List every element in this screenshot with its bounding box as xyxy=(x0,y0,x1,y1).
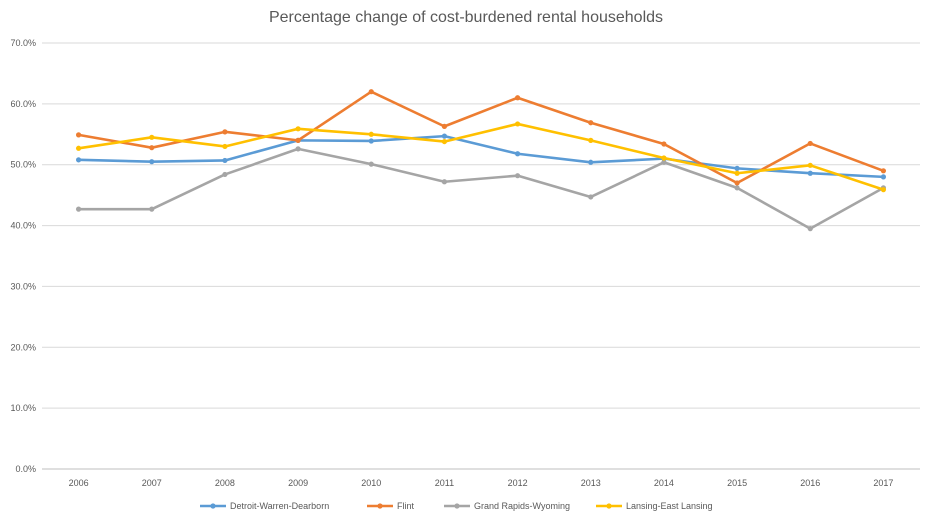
data-point xyxy=(149,206,155,212)
legend-item-grand-rapids-wyoming: Grand Rapids-Wyoming xyxy=(444,501,570,511)
data-point xyxy=(588,120,594,126)
legend-marker xyxy=(210,503,216,509)
x-tick-label: 2008 xyxy=(215,478,235,488)
legend-label: Lansing-East Lansing xyxy=(626,501,713,511)
data-point xyxy=(295,126,301,132)
x-tick-label: 2012 xyxy=(508,478,528,488)
data-point xyxy=(295,137,301,143)
data-point xyxy=(514,173,521,179)
data-point xyxy=(368,89,374,95)
legend-marker xyxy=(454,503,460,509)
data-point xyxy=(368,161,374,167)
legend-label: Detroit-Warren-Dearborn xyxy=(230,501,329,511)
y-tick-label: 30.0% xyxy=(10,281,36,291)
legend-marker xyxy=(606,503,612,509)
data-point xyxy=(734,180,740,186)
x-tick-label: 2014 xyxy=(654,478,674,488)
x-tick-label: 2013 xyxy=(581,478,601,488)
x-axis-ticks: 2006 2007 2008 2009 2010 2011 2012 2013 2014 2015… xyxy=(69,478,894,488)
data-point xyxy=(588,137,594,143)
data-point xyxy=(75,157,82,163)
data-point xyxy=(661,159,667,165)
data-point xyxy=(807,226,813,232)
x-tick-label: 2017 xyxy=(873,478,893,488)
data-point xyxy=(441,179,448,185)
legend-marker xyxy=(377,503,383,509)
series-grand-rapids-wyoming xyxy=(75,146,887,232)
series-flint xyxy=(75,89,887,186)
series-line-flint xyxy=(77,90,885,185)
data-point xyxy=(222,129,228,135)
data-point xyxy=(222,157,228,164)
legend-item-flint: Flint xyxy=(367,501,415,511)
x-tick-label: 2011 xyxy=(435,478,454,488)
series-line-detroit-warren-dearborn xyxy=(77,134,885,179)
data-point xyxy=(880,187,887,193)
data-point xyxy=(661,141,667,147)
data-point xyxy=(441,123,448,129)
legend-label: Grand Rapids-Wyoming xyxy=(474,501,570,511)
y-axis-ticks: 0.0% 10.0% 20.0% 30.0% 40.0% 50.0% 60.0% 70.0% xyxy=(10,38,36,474)
series-detroit-warren-dearborn xyxy=(75,133,887,180)
x-tick-label: 2006 xyxy=(69,478,89,488)
data-point xyxy=(222,171,228,178)
legend: Detroit-Warren-Dearborn Flint Grand Rapids… xyxy=(200,501,713,511)
data-point xyxy=(588,194,594,200)
y-tick-label: 40.0% xyxy=(10,221,36,231)
data-point xyxy=(295,146,301,152)
x-tick-label: 2009 xyxy=(288,478,308,488)
data-point xyxy=(222,143,228,150)
grid-layer xyxy=(42,42,920,470)
data-point xyxy=(514,151,521,157)
data-point xyxy=(75,145,82,151)
y-tick-label: 60.0% xyxy=(10,99,36,109)
legend-item-detroit-warren-dearborn: Detroit-Warren-Dearborn xyxy=(200,501,329,511)
series-lansing-east-lansing xyxy=(75,121,887,193)
y-tick-label: 50.0% xyxy=(10,160,36,170)
y-tick-label: 70.0% xyxy=(10,38,36,48)
data-point xyxy=(149,145,155,151)
chart-title: Percentage change of cost-burdened renta… xyxy=(268,9,664,26)
data-point xyxy=(734,185,740,191)
series-line-grand-rapids-wyoming xyxy=(77,147,885,230)
data-point xyxy=(880,168,887,174)
data-point xyxy=(441,133,448,139)
y-tick-label: 10.0% xyxy=(10,403,36,413)
legend-item-lansing-east-lansing: Lansing-East Lansing xyxy=(596,501,713,511)
data-point xyxy=(75,206,82,212)
data-point xyxy=(734,165,740,171)
x-tick-label: 2007 xyxy=(142,478,162,488)
data-point xyxy=(368,131,374,137)
data-point xyxy=(807,162,813,168)
data-point xyxy=(149,159,155,165)
y-tick-label: 0.0% xyxy=(15,464,36,474)
data-point xyxy=(880,174,887,180)
data-point xyxy=(807,170,813,176)
data-point xyxy=(588,159,594,165)
series-layer xyxy=(75,89,887,232)
data-point xyxy=(441,138,448,145)
x-tick-label: 2015 xyxy=(727,478,747,488)
x-tick-label: 2010 xyxy=(361,478,381,488)
data-point xyxy=(514,95,521,101)
data-point xyxy=(661,155,667,161)
series-line-lansing-east-lansing xyxy=(77,122,885,191)
data-point xyxy=(734,170,740,176)
x-tick-label: 2016 xyxy=(800,478,820,488)
data-point xyxy=(149,134,155,140)
data-point xyxy=(75,132,82,138)
data-point xyxy=(514,121,521,127)
data-point xyxy=(368,138,374,144)
data-point xyxy=(807,140,813,147)
legend-label: Flint xyxy=(397,501,415,511)
y-tick-label: 20.0% xyxy=(10,342,36,352)
